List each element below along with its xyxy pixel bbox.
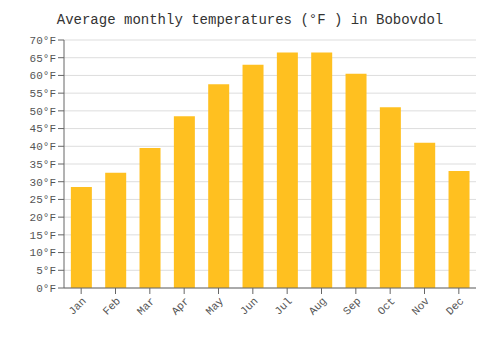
svg-text:Jan: Jan (66, 295, 88, 317)
svg-text:50°F: 50°F (30, 106, 56, 118)
svg-text:60°F: 60°F (30, 70, 56, 82)
svg-text:65°F: 65°F (30, 53, 56, 65)
svg-text:35°F: 35°F (30, 159, 56, 171)
svg-text:May: May (204, 295, 227, 318)
svg-text:Aug: Aug (307, 295, 329, 317)
svg-text:30°F: 30°F (30, 177, 56, 189)
svg-text:45°F: 45°F (30, 123, 56, 135)
svg-text:70°F: 70°F (30, 35, 56, 47)
html-text:Average monthly temperatures (: Average monthly temperatures (°F ) in Bo… (56, 12, 444, 28)
svg-text:40°F: 40°F (30, 141, 56, 153)
svg-text:55°F: 55°F (30, 88, 56, 100)
svg-text:15°F: 15°F (30, 230, 56, 242)
svg-text:Feb: Feb (101, 295, 123, 317)
svg-text:Mar: Mar (135, 295, 157, 317)
svg-text:20°F: 20°F (30, 212, 56, 224)
svg-text:Jul: Jul (272, 295, 294, 317)
svg-text:25°F: 25°F (30, 194, 56, 206)
svg-text:Nov: Nov (410, 295, 433, 318)
svg-text:Dec: Dec (444, 295, 466, 317)
svg-text:0°F: 0°F (36, 283, 56, 295)
svg-text:5°F: 5°F (36, 265, 56, 277)
svg-text:Oct: Oct (375, 295, 397, 317)
svg-text:10°F: 10°F (30, 247, 56, 259)
svg-text:Apr: Apr (169, 295, 191, 317)
svg-text:Jun: Jun (238, 295, 260, 317)
svg-text:Sep: Sep (341, 295, 363, 317)
